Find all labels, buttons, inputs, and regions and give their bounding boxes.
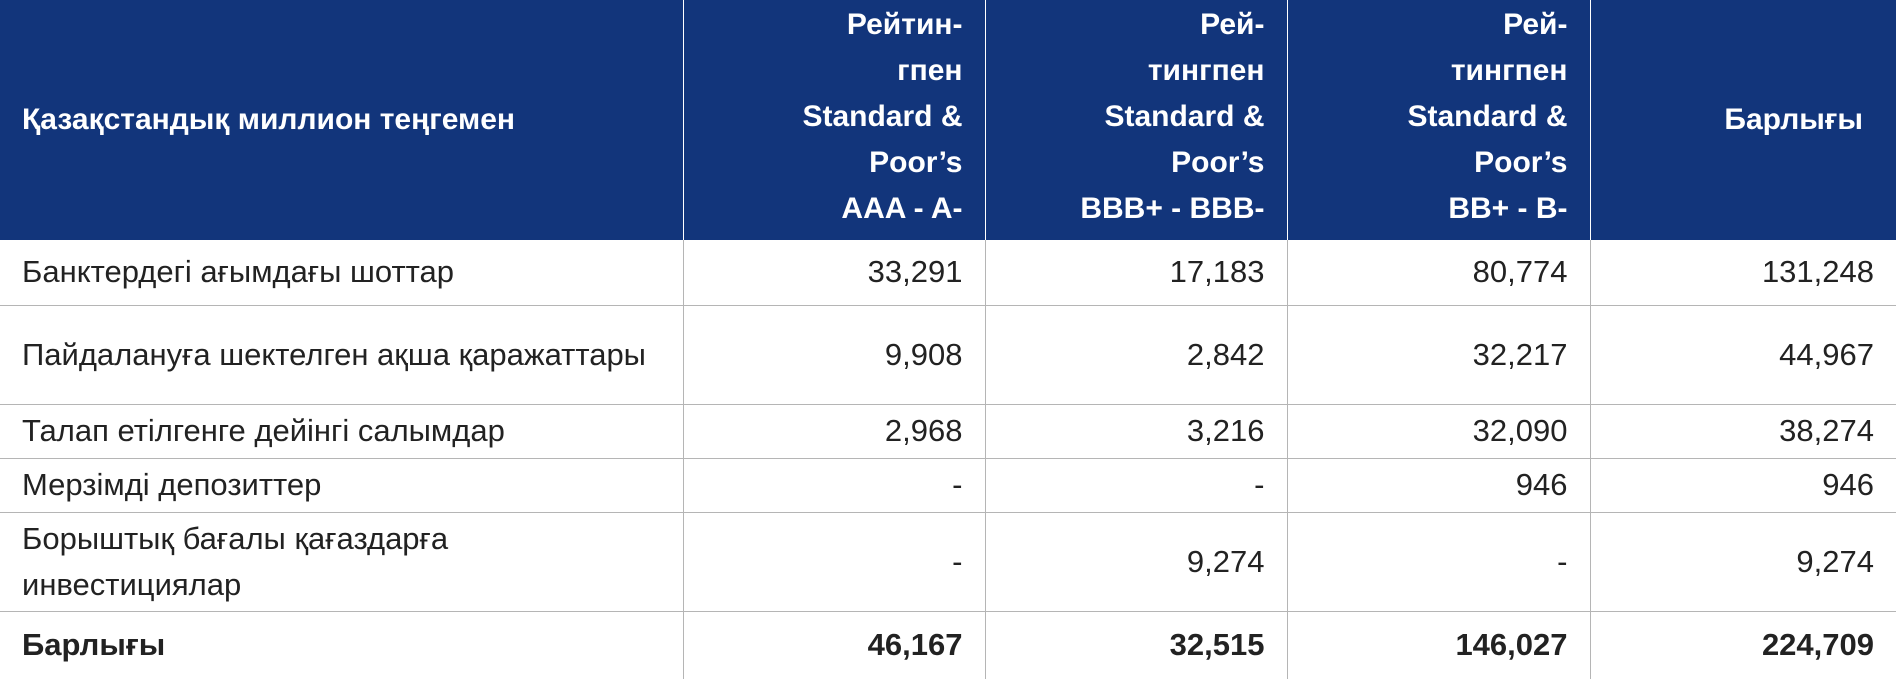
cell-value: 131,248: [1589, 240, 1896, 306]
cell-value: 2,968: [682, 404, 985, 459]
header-line: Poor’s: [869, 146, 963, 179]
header-line: тингпен: [1450, 54, 1568, 87]
cell-value: 9,274: [984, 512, 1287, 612]
header-line: Standard &: [802, 100, 963, 133]
header-line: AAA - A-: [841, 192, 963, 225]
header-rating-aaa: Рейтин- гпен Standard & Poor’s AAA - A-: [682, 0, 985, 240]
cell-value: 38,274: [1589, 404, 1896, 459]
cell-value: 32,090: [1286, 404, 1590, 459]
header-rating-bb: Рей- тингпен Standard & Poor’s BB+ - B-: [1286, 0, 1590, 240]
header-line: Poor’s: [1171, 146, 1265, 179]
table-row: Мерзімді депозиттер - - 946 946: [0, 458, 1896, 513]
cell-value: -: [682, 458, 985, 513]
header-line: Рейтин-: [846, 8, 963, 41]
cell-value: -: [1286, 512, 1590, 612]
row-label: Пайдалануға шектелген ақша қаражаттары: [0, 305, 683, 405]
cell-value: 17,183: [984, 240, 1287, 306]
total-value: 46,167: [682, 611, 985, 679]
header-line: тингпен: [1147, 54, 1265, 87]
cell-value: 946: [1589, 458, 1896, 513]
total-value: 224,709: [1589, 611, 1896, 679]
cell-value: 9,274: [1589, 512, 1896, 612]
cell-value: 33,291: [682, 240, 985, 306]
table-row: Пайдалануға шектелген ақша қаражаттары 9…: [0, 305, 1896, 405]
cell-value: 946: [1286, 458, 1590, 513]
row-label: Талап етілгенге дейінгі салымдар: [0, 404, 683, 459]
header-line: Poor’s: [1474, 146, 1568, 179]
cell-value: -: [984, 458, 1287, 513]
row-label: Мерзімді депозиттер: [0, 458, 683, 513]
cell-value: 32,217: [1286, 305, 1590, 405]
header-line: Standard &: [1407, 100, 1568, 133]
header-line: Standard &: [1104, 100, 1265, 133]
header-row: Қазақстандық миллион теңгемен Рейтин- гп…: [0, 0, 1896, 240]
table-row: Банктердегі ағымдағы шоттар 33,291 17,18…: [0, 240, 1896, 306]
total-row: Барлығы 46,167 32,515 146,027 224,709: [0, 611, 1896, 679]
total-value: 146,027: [1286, 611, 1590, 679]
row-label: Борыштық бағалы қағаздарға инвестициялар: [0, 512, 683, 612]
header-line: BB+ - B-: [1448, 192, 1568, 225]
header-label-column: Қазақстандық миллион теңгемен: [0, 0, 683, 240]
table-body: Банктердегі ағымдағы шоттар 33,291 17,18…: [0, 240, 1896, 679]
header-line: Рей-: [1200, 8, 1265, 41]
cell-value: -: [682, 512, 985, 612]
table-row: Борыштық бағалы қағаздарға инвестициялар…: [0, 512, 1896, 612]
header-total: Барлығы: [1589, 0, 1896, 240]
table-row: Талап етілгенге дейінгі салымдар 2,968 3…: [0, 404, 1896, 459]
cell-value: 2,842: [984, 305, 1287, 405]
header-line: BBB+ - BBB-: [1080, 192, 1265, 225]
row-label: Банктердегі ағымдағы шоттар: [0, 240, 683, 306]
cell-value: 44,967: [1589, 305, 1896, 405]
header-line: гпен: [897, 54, 963, 87]
cell-value: 9,908: [682, 305, 985, 405]
header-line: Рей-: [1503, 8, 1568, 41]
table-header: Қазақстандық миллион теңгемен Рейтин- гп…: [0, 0, 1896, 240]
total-value: 32,515: [984, 611, 1287, 679]
header-rating-bbb: Рей- тингпен Standard & Poor’s BBB+ - BB…: [984, 0, 1287, 240]
cell-value: 3,216: [984, 404, 1287, 459]
total-label: Барлығы: [22, 627, 166, 663]
cell-value: 80,774: [1286, 240, 1590, 306]
